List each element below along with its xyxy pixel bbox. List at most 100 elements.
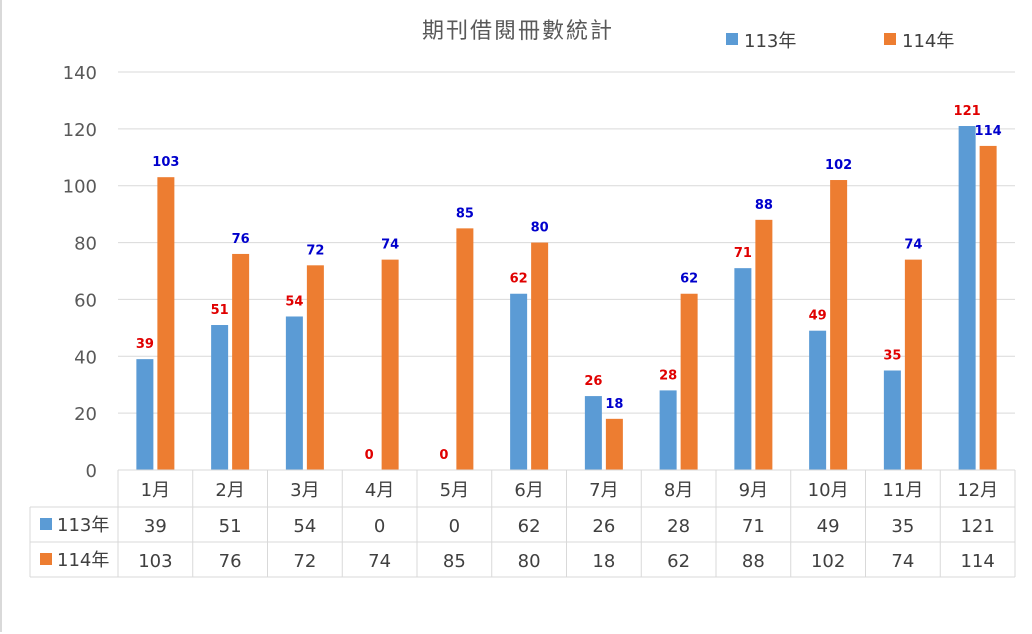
bar-113: [211, 325, 229, 470]
data-label-113: 51: [211, 303, 229, 318]
x-tick-label: 6月: [514, 480, 543, 501]
bar-114: [830, 180, 848, 470]
table-cell: 72: [293, 551, 316, 572]
table-legend-swatch: [40, 518, 52, 530]
x-tick-label: 8月: [664, 480, 693, 501]
bar-114: [306, 265, 324, 470]
legend-label-113: 113年: [744, 31, 796, 52]
data-label-114: 74: [904, 238, 922, 253]
bars: [136, 126, 997, 470]
bar-113: [510, 293, 528, 470]
table-cell: 35: [891, 516, 914, 537]
x-tick-label: 5月: [440, 480, 469, 501]
legend: 113年 114年: [726, 31, 954, 52]
data-label-114: 74: [381, 238, 399, 253]
x-tick-label: 10月: [808, 480, 849, 501]
bar-114: [979, 145, 997, 470]
data-label-113: 39: [136, 337, 154, 352]
table-series-label: 114年: [57, 550, 109, 571]
data-label-113: 49: [809, 309, 827, 324]
y-axis: 0 20 40 60 80 100 120 140: [63, 63, 97, 482]
data-label-114: 102: [825, 158, 852, 173]
legend-swatch-113: [726, 33, 738, 45]
data-label-114: 72: [306, 243, 324, 258]
y-tick-label: 20: [74, 404, 97, 425]
table-cell: 49: [817, 516, 840, 537]
data-label-113: 28: [659, 368, 677, 383]
table-cell: 54: [293, 516, 316, 537]
table-cell: 103: [138, 551, 172, 572]
y-tick-label: 0: [86, 461, 97, 482]
x-tick-label: 1月: [141, 480, 170, 501]
bar-113: [659, 390, 677, 470]
table-cell: 85: [443, 551, 466, 572]
table-cell: 28: [667, 516, 690, 537]
legend-label-114: 114年: [902, 31, 954, 52]
chart-title: 期刊借閱冊數統計: [422, 19, 614, 44]
bar-114: [456, 228, 474, 470]
bar-113: [136, 359, 154, 470]
data-label-113: 0: [365, 448, 374, 463]
bar-114: [381, 259, 399, 470]
table-cell: 114: [960, 551, 994, 572]
table-cell: 74: [368, 551, 391, 572]
bar-114: [232, 253, 250, 470]
table-cell: 62: [667, 551, 690, 572]
x-tick-label: 11月: [882, 480, 923, 501]
data-label-113: 35: [883, 349, 901, 364]
table-series-label: 113年: [57, 515, 109, 536]
table-cell: 0: [374, 516, 385, 537]
data-label-113: 0: [439, 448, 448, 463]
data-label-114: 114: [975, 124, 1002, 139]
table-cell: 76: [219, 551, 242, 572]
x-tick-label: 9月: [739, 480, 768, 501]
y-tick-label: 40: [74, 347, 97, 368]
table-cell: 0: [449, 516, 460, 537]
bar-114: [157, 177, 175, 470]
data-label-113: 54: [285, 294, 303, 309]
bar-114: [904, 259, 922, 470]
table-cell: 121: [960, 516, 994, 537]
bar-114: [531, 242, 549, 470]
legend-swatch-114: [884, 33, 896, 45]
x-tick-label: 3月: [290, 480, 319, 501]
table-cell: 80: [518, 551, 541, 572]
table-cell: 39: [144, 516, 167, 537]
data-label-113: 121: [954, 104, 981, 119]
bar-114: [680, 293, 698, 470]
data-label-114: 103: [152, 155, 179, 170]
y-tick-label: 140: [63, 63, 97, 84]
table-cell: 51: [219, 516, 242, 537]
data-label-114: 88: [755, 198, 773, 213]
data-table: 1月 39 103 2月 51 76 3月 54 72 4月 0 74 5月 0 85 6月 62 80 7月 26 1…: [29, 469, 1016, 578]
y-tick-label: 80: [74, 234, 97, 255]
table-cell: 26: [592, 516, 615, 537]
y-tick-label: 60: [74, 290, 97, 311]
x-tick-label: 12月: [957, 480, 998, 501]
data-label-114: 76: [232, 232, 250, 247]
y-tick-label: 100: [63, 177, 97, 198]
bar-113: [285, 316, 303, 470]
table-cell: 74: [891, 551, 914, 572]
x-tick-label: 4月: [365, 480, 394, 501]
y-tick-label: 120: [63, 120, 97, 141]
bar-113: [958, 126, 976, 470]
bar-114: [605, 418, 623, 470]
bar-113: [584, 396, 602, 470]
x-tick-label: 2月: [215, 480, 244, 501]
table-cell: 88: [742, 551, 765, 572]
data-label-113: 26: [584, 374, 602, 389]
table-legend-swatch: [40, 553, 52, 565]
data-label-114: 80: [531, 221, 549, 236]
bar-113: [734, 268, 752, 470]
table-cell: 102: [811, 551, 845, 572]
data-label-113: 62: [510, 272, 528, 287]
data-label-113: 71: [734, 246, 752, 261]
bar-113: [809, 330, 827, 470]
data-label-114: 18: [605, 397, 623, 412]
bar-113: [883, 370, 901, 470]
x-tick-label: 7月: [589, 480, 618, 501]
